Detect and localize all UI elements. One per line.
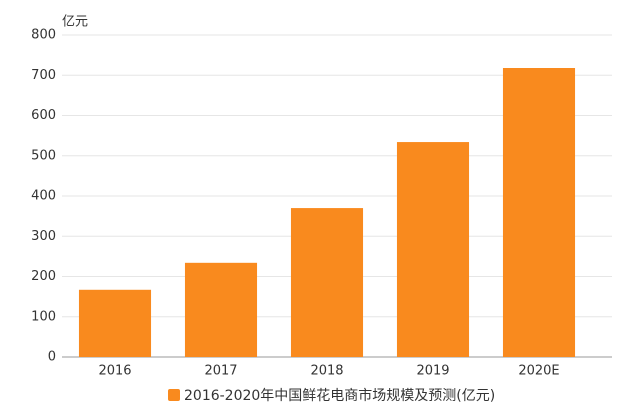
y-tick-label: 600 [31, 108, 56, 123]
bar [184, 262, 258, 357]
legend-swatch [168, 389, 180, 401]
y-tick-label: 100 [31, 309, 56, 324]
y-tick-label: 200 [31, 269, 56, 284]
y-axis-label: 亿元 [62, 15, 88, 30]
bar [290, 208, 364, 357]
x-tick-label: 2020E [518, 364, 559, 379]
x-tick-label: 2017 [204, 364, 237, 379]
bar [502, 68, 576, 357]
y-tick-label: 0 [48, 350, 56, 365]
y-tick-label: 800 [31, 28, 56, 43]
bar [396, 142, 470, 357]
x-tick-label: 2019 [416, 364, 449, 379]
y-tick-label: 400 [31, 189, 56, 204]
y-tick-label: 500 [31, 148, 56, 163]
bar [78, 289, 152, 357]
y-tick-label: 700 [31, 68, 56, 83]
legend-label: 2016-2020年中国鲜花电商市场规模及预测(亿元) [184, 387, 495, 404]
x-tick-label: 2016 [98, 364, 131, 379]
y-tick-label: 300 [31, 229, 56, 244]
x-tick-label: 2018 [310, 364, 343, 379]
